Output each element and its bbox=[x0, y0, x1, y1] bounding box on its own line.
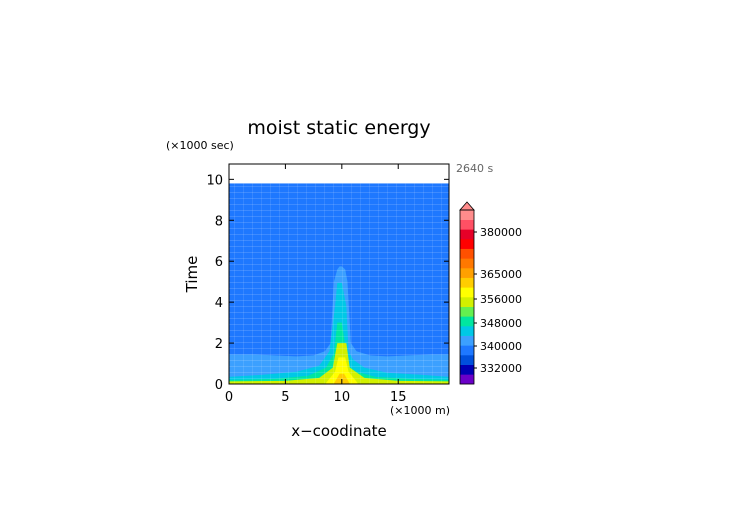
colorbar-segment bbox=[460, 306, 474, 317]
y-tick-label: 0 bbox=[215, 378, 223, 393]
colorbar-label: 332000 bbox=[480, 362, 522, 375]
colorbar-segment bbox=[460, 355, 474, 365]
chart-title: moist static energy bbox=[247, 117, 430, 139]
x-tick-label: 0 bbox=[225, 390, 233, 405]
colorbar-segment bbox=[460, 258, 474, 269]
y-tick-label: 4 bbox=[215, 296, 223, 311]
plot-area bbox=[229, 183, 449, 384]
colorbar-label: 348000 bbox=[480, 317, 522, 330]
colorbar-segment bbox=[460, 229, 474, 240]
plot-frame bbox=[228, 163, 450, 385]
x-tick-label: 10 bbox=[334, 390, 351, 405]
x-tick-label: 5 bbox=[281, 390, 289, 405]
y-tick-label: 10 bbox=[206, 173, 223, 188]
colorbar-segment bbox=[460, 268, 474, 278]
x-tick-label: 15 bbox=[390, 390, 407, 405]
colorbar: 380000 365000 356000 348000 340000 332000 bbox=[459, 201, 522, 385]
colorbar-frame bbox=[459, 209, 475, 385]
y-unit-label: (×1000 sec) bbox=[166, 139, 234, 152]
colorbar-segment bbox=[460, 364, 474, 375]
colorbar-segment bbox=[460, 239, 474, 249]
y-tick-label: 8 bbox=[215, 214, 223, 229]
colorbar-label: 380000 bbox=[480, 226, 522, 239]
x-axis-label: x−coodinate bbox=[291, 422, 387, 440]
colorbar-segment bbox=[460, 335, 474, 346]
colorbar-segment bbox=[460, 345, 474, 356]
colorbar-label: 340000 bbox=[480, 340, 522, 353]
time-stamp: 2640 s bbox=[456, 162, 493, 175]
colorbar-segment bbox=[460, 219, 474, 230]
y-axis-label: Time bbox=[183, 256, 201, 294]
colorbar-segment bbox=[460, 287, 474, 298]
x-axis: 0 5 10 15 bbox=[225, 164, 407, 405]
colorbar-label: 356000 bbox=[480, 293, 522, 306]
y-tick-label: 6 bbox=[215, 255, 223, 270]
y-tick-label: 2 bbox=[215, 337, 223, 352]
colorbar-segment bbox=[460, 316, 474, 327]
y-axis: 0 2 4 6 8 10 bbox=[206, 173, 449, 393]
colorbar-segment bbox=[460, 297, 474, 307]
x-unit-label: (×1000 m) bbox=[390, 404, 450, 417]
colorbar-segment bbox=[460, 210, 474, 220]
grid-overlay bbox=[229, 183, 449, 384]
colorbar-extend-arrow bbox=[459, 201, 475, 211]
colorbar-segment bbox=[460, 277, 474, 288]
colorbar-segment bbox=[460, 248, 474, 259]
colorbar-segment bbox=[460, 374, 474, 385]
colorbar-label: 365000 bbox=[480, 268, 522, 281]
colorbar-segment bbox=[460, 326, 474, 336]
